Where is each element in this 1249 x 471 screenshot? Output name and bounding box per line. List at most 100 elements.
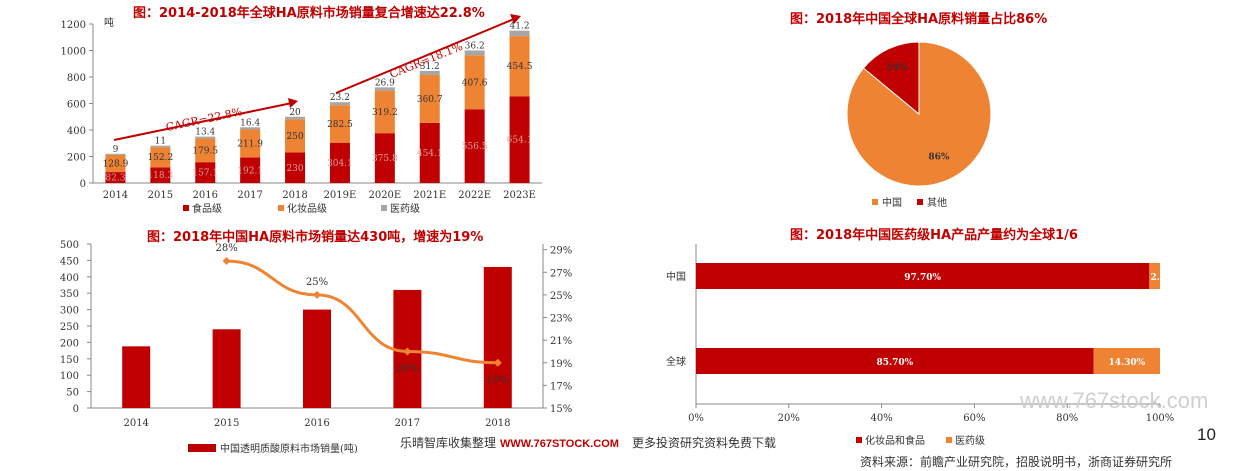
x-tick-label: 100% (1146, 413, 1175, 424)
bar-segment (329, 142, 350, 183)
bar-segment (374, 87, 395, 91)
bar (483, 266, 512, 408)
legend-china-volume: 中国透明质酸原料市场销量(吨) (220, 442, 358, 455)
y-tick-label: 全球 (666, 355, 686, 368)
hbar-segment (1093, 348, 1160, 374)
y-tick-label: 800 (67, 73, 86, 84)
bar-value-label: 454.5 (507, 62, 533, 72)
source-note: 资料来源：前瞻产业研究院，招股说明书，浙商证券研究所 (860, 454, 1172, 469)
bar-value-label: 230 (286, 164, 303, 174)
bar-segment (150, 167, 171, 183)
x-tick-label: 2015 (148, 190, 173, 201)
pie-chart-title: 图：2018年中国全球HA原料销量占比86% (790, 11, 1047, 27)
legend-swatch-pharma (381, 205, 387, 211)
bar-segment (509, 36, 530, 97)
china-share-pie-chart: 图：2018年中国全球HA原料销量占比86% 86% 14% 中国 其他 (790, 11, 1047, 209)
legend-cosmetic: 化妆品级 (287, 202, 327, 215)
bar-value-label: 454.1 (417, 149, 443, 159)
hbar-value-label: 85.70% (876, 358, 913, 368)
bar-value-label: 9 (113, 145, 119, 155)
pharma-chart-legend: 化妆品和食品 医药级 (856, 434, 985, 447)
x-tick-label: 2018 (485, 418, 510, 429)
x-tick-label: 2016 (304, 418, 329, 429)
bar-value-label: 41.2 (510, 22, 530, 32)
pie-slices: 86% 14% (846, 41, 992, 187)
bar-segment (419, 70, 440, 76)
bar-value-label: 192.1 (237, 166, 263, 176)
china-chart-title: 图：2018年中国HA原料市场销量达430吨，增速为19% (147, 229, 483, 245)
growth-point-label: 19% (487, 375, 509, 386)
bar-segment (464, 55, 485, 110)
y-tick-label: 200 (60, 338, 79, 349)
legend-other: 其他 (927, 196, 947, 209)
bar-segment (150, 145, 171, 148)
pie-slice-label: 86% (928, 152, 950, 162)
bar-value-label: 157.1 (192, 169, 218, 179)
bar-value-label: 82.3 (105, 174, 125, 184)
y2-tick-label: 29% (550, 246, 572, 257)
y-tick-label: 400 (60, 273, 79, 284)
bar-segment (105, 153, 126, 156)
china-chart-bars (122, 266, 512, 408)
hbar-value-label: 97.70% (904, 273, 941, 283)
x-tick-label: 2016 (193, 190, 218, 201)
china-chart-axes: 05010015020025030035040045050015%17%19%2… (60, 240, 572, 429)
pie-slice (846, 41, 992, 187)
bar-value-label: 26.9 (375, 78, 395, 88)
hbar-segment (696, 348, 1094, 374)
growth-point-label: 25% (306, 277, 328, 288)
hbar-segment (696, 263, 1150, 289)
y-tick-label: 0 (73, 404, 79, 415)
legend-swatch-pharma-grade (946, 437, 952, 443)
legend-china: 中国 (882, 196, 902, 209)
y2-tick-label: 23% (550, 314, 572, 325)
y-tick-label: 350 (60, 289, 79, 300)
bar-segment (329, 102, 350, 106)
bar-segment (285, 119, 306, 153)
pie-slice (862, 41, 920, 116)
y-tick-label: 600 (67, 100, 86, 111)
x-tick-label: 60% (963, 413, 985, 424)
china-chart-legend: 中国透明质酸原料市场销量(吨) (188, 442, 358, 455)
bar-value-label: 16.4 (240, 118, 260, 128)
growth-point (403, 347, 412, 356)
bar-value-label: 282.5 (327, 120, 353, 130)
pharma-chart-title: 图：2018年中国医药级HA产品产量约为全球1/6 (790, 227, 1078, 243)
growth-point-label: 28% (215, 243, 237, 254)
bar-segment (195, 136, 216, 139)
legend-pharma-grade: 医药级 (955, 435, 985, 447)
bar-value-label: 250 (286, 132, 303, 142)
y-tick-label: 400 (67, 126, 86, 137)
bar-segment (240, 129, 261, 158)
bar-segment (150, 147, 171, 168)
x-tick-label: 2014 (103, 190, 128, 201)
y-tick-label: 250 (60, 322, 79, 333)
bar-segment (240, 157, 261, 183)
x-tick-label: 2020E (368, 190, 401, 201)
bar-segment (105, 155, 126, 173)
bar-value-label: 304.1 (327, 159, 353, 169)
bar-segment (195, 162, 216, 183)
cagr-arrow-1 (113, 102, 293, 141)
bar-value-label: 128.9 (103, 160, 129, 170)
bar-segment (464, 50, 485, 56)
legend-swatch-china (872, 199, 878, 205)
pie-slice-label: 14% (886, 63, 908, 73)
collector-site[interactable]: WWW.767STOCK.COM (500, 438, 619, 450)
x-tick-label: 2021E (413, 190, 446, 201)
bar-value-label: 319.2 (372, 108, 398, 118)
legend-swatch-cosmetic-food (856, 437, 862, 443)
legend-food: 食品级 (192, 202, 222, 215)
y-tick-label: 500 (60, 240, 79, 251)
legend-swatch-food (183, 205, 189, 211)
bar-value-label: 360.7 (417, 95, 443, 105)
bar-value-label: 11 (155, 137, 166, 147)
global-chart-legend: 食品级 化妆品级 医药级 (183, 202, 420, 215)
y2-tick-label: 21% (550, 336, 572, 347)
x-tick-label: 2018 (282, 190, 307, 201)
collector-prefix: 乐晴智库收集整理 (400, 435, 496, 450)
bar-value-label: 179.5 (192, 146, 218, 156)
pie-legend: 中国 其他 (872, 196, 947, 209)
y-tick-label: 50 (66, 388, 79, 399)
legend-swatch-other (917, 199, 923, 205)
